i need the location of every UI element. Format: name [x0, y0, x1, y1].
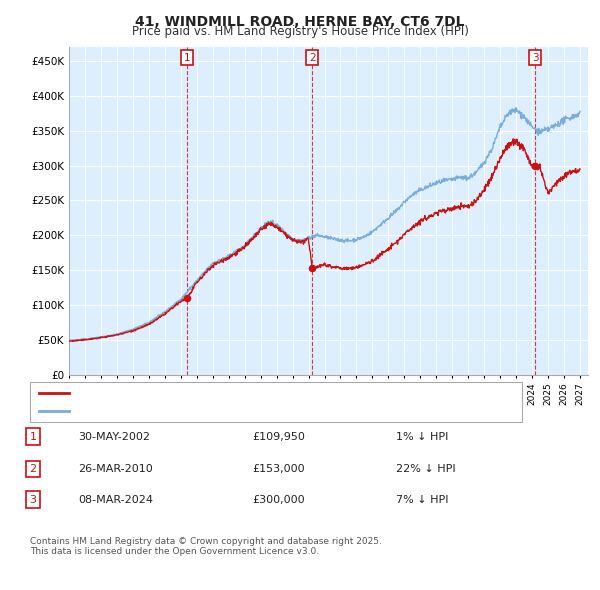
Text: 3: 3 [532, 53, 538, 63]
Text: 30-MAY-2002: 30-MAY-2002 [78, 432, 150, 441]
Text: Price paid vs. HM Land Registry's House Price Index (HPI): Price paid vs. HM Land Registry's House … [131, 25, 469, 38]
Text: 1% ↓ HPI: 1% ↓ HPI [396, 432, 448, 441]
Text: 1: 1 [184, 53, 191, 63]
Text: 2: 2 [29, 464, 37, 474]
Text: £300,000: £300,000 [252, 495, 305, 504]
Text: 7% ↓ HPI: 7% ↓ HPI [396, 495, 449, 504]
Text: 1: 1 [29, 432, 37, 441]
Text: 41, WINDMILL ROAD, HERNE BAY, CT6 7DL (semi-detached house): 41, WINDMILL ROAD, HERNE BAY, CT6 7DL (s… [75, 388, 400, 398]
Text: 26-MAR-2010: 26-MAR-2010 [78, 464, 153, 474]
Text: Contains HM Land Registry data © Crown copyright and database right 2025.
This d: Contains HM Land Registry data © Crown c… [30, 537, 382, 556]
Text: 3: 3 [29, 495, 37, 504]
Text: £109,950: £109,950 [252, 432, 305, 441]
Text: £153,000: £153,000 [252, 464, 305, 474]
Text: 41, WINDMILL ROAD, HERNE BAY, CT6 7DL: 41, WINDMILL ROAD, HERNE BAY, CT6 7DL [135, 15, 465, 29]
Text: 08-MAR-2024: 08-MAR-2024 [78, 495, 153, 504]
Text: HPI: Average price, semi-detached house, Canterbury: HPI: Average price, semi-detached house,… [75, 405, 338, 415]
Text: 22% ↓ HPI: 22% ↓ HPI [396, 464, 455, 474]
Text: 2: 2 [309, 53, 316, 63]
